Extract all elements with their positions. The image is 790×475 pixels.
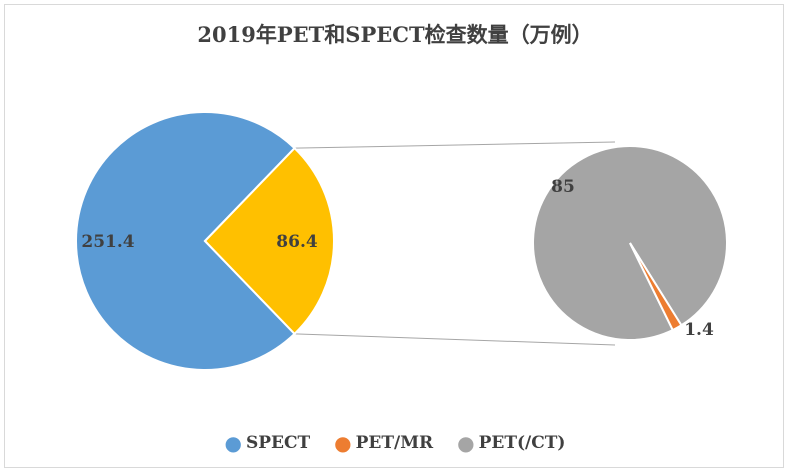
legend-swatch-spect: ● — [224, 431, 242, 455]
legend-item-pet-mr: ● PET/MR — [334, 433, 433, 453]
legend-swatch-pet-ct: ● — [457, 431, 475, 455]
data-label-pet-mr: 1.4 — [684, 320, 714, 340]
data-label-pet-total: 86.4 — [276, 232, 318, 252]
connector-line-bottom — [294, 333, 616, 346]
data-label-spect: 251.4 — [81, 232, 134, 252]
connector-lines — [294, 141, 616, 346]
secondary-pie — [532, 145, 728, 341]
chart-title: 2019年PET和SPECT检查数量（万例） — [197, 22, 593, 47]
pie-slice-pet-total — [203, 146, 335, 336]
legend-label-pet-ct: PET(/CT) — [478, 433, 566, 453]
pie-of-pie-chart: 251.4 86.4 85 1.4 — [75, 111, 728, 371]
legend-label-pet-mr: PET/MR — [355, 433, 434, 453]
main-pie — [75, 111, 335, 371]
legend: ● SPECT ● PET/MR ● PET(/CT) — [5, 433, 785, 453]
data-labels: 251.4 86.4 85 1.4 — [81, 177, 714, 340]
chart-frame: 2019年PET和SPECT检查数量（万例） 251.4 86.4 85 1.4 ● … — [4, 4, 784, 468]
connector-line-top — [294, 141, 616, 149]
legend-item-spect: ● SPECT — [225, 433, 311, 453]
legend-item-pet-ct: ● PET(/CT) — [457, 433, 565, 453]
legend-label-spect: SPECT — [245, 433, 311, 453]
pie-slice-pet-mr — [629, 242, 683, 332]
pie-slice-spect — [75, 111, 296, 371]
data-label-pet-ct: 85 — [551, 177, 575, 197]
legend-swatch-pet-mr: ● — [334, 431, 352, 455]
